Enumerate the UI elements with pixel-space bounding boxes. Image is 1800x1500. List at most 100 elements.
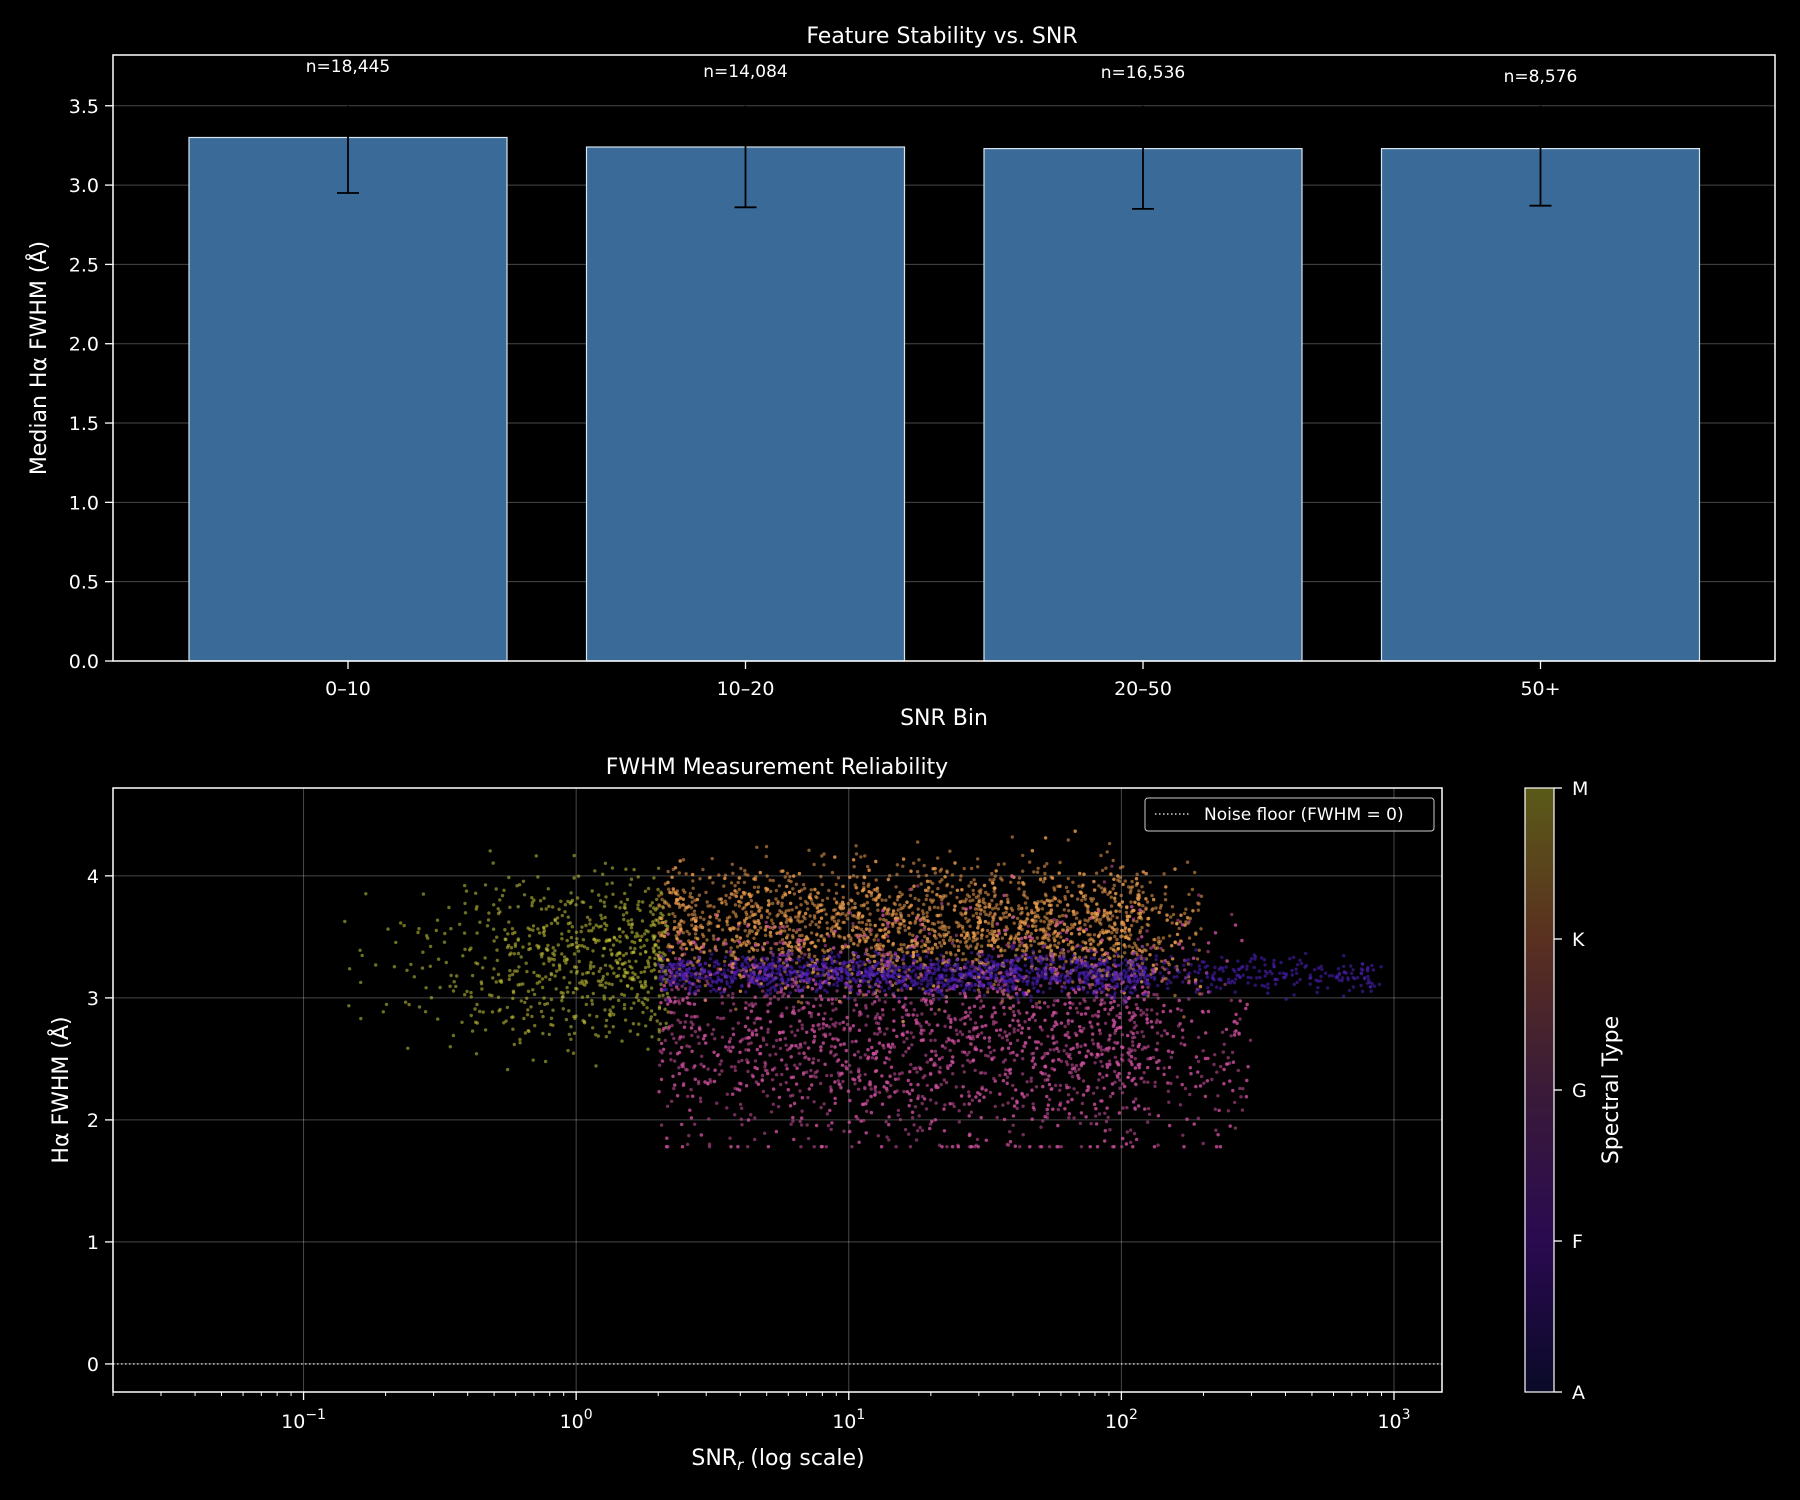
scatter-point-M [574, 940, 579, 945]
scatter-point-K [737, 904, 741, 908]
scatter-point-M [645, 1006, 649, 1010]
scatter-point-M [444, 960, 448, 965]
bar-chart-y-axis-label: Median Hα FWHM (Å) [25, 241, 52, 475]
scatter-point-K [717, 918, 722, 922]
scatter-point-G [769, 1110, 774, 1114]
scatter-point-G [992, 1019, 996, 1024]
scatter-point-K [674, 901, 678, 905]
scatter-point-G [1095, 1086, 1099, 1090]
scatter-point-K [871, 954, 875, 959]
scatter-point-K [1037, 1000, 1042, 1004]
scatter-point-K [850, 899, 854, 903]
scatter-point-K [923, 943, 928, 948]
scatter-point-K [1178, 939, 1183, 943]
scatter-point-K [901, 857, 906, 861]
scatter-point-K [768, 912, 772, 916]
scatter-point-M [359, 980, 363, 985]
scatter-point-G [719, 1059, 724, 1063]
scatter-point-K [1115, 930, 1119, 934]
scatter-point-M [653, 934, 657, 938]
scatter-point-M [628, 1029, 632, 1033]
scatter-point-K [771, 901, 775, 906]
scatter-point-K [807, 952, 811, 956]
scatter-point-G [1039, 1125, 1043, 1129]
scatter-point-G [725, 1092, 729, 1096]
scatter-point-K [874, 934, 878, 939]
scatter-point-K [1104, 866, 1108, 870]
scatter-point-M [604, 1018, 609, 1023]
scatter-point-M [653, 923, 657, 927]
scatter-point-K [991, 936, 995, 940]
scatter-point-K [847, 963, 851, 968]
scatter-point-M [568, 981, 572, 985]
scatter-point-G [910, 1116, 915, 1120]
scatter-point-M [610, 881, 614, 885]
scatter-point-G [1043, 1072, 1048, 1076]
scatter-point-K [886, 939, 891, 943]
scatter-point-K [776, 900, 780, 904]
scatter-point-K [999, 899, 1003, 904]
scatter-point-K [1043, 876, 1047, 881]
scatter-point-G [1052, 1003, 1056, 1007]
scatter-point-G [1077, 1067, 1081, 1072]
scatter-point-K [992, 886, 996, 890]
scatter-point-M [560, 952, 564, 956]
scatter-point-M [490, 993, 494, 998]
scatter-point-G [918, 918, 922, 923]
scatter-point-K [1008, 937, 1012, 941]
scatter-point-M [654, 976, 658, 980]
scatter-point-M [443, 931, 447, 936]
scatter-point-M [503, 928, 507, 932]
scatter-point-K [1193, 870, 1197, 875]
scatter-point-K [1199, 894, 1204, 898]
scatter-point-G [989, 1050, 993, 1055]
scatter-point-K [994, 869, 998, 873]
scatter-point-K [884, 912, 889, 916]
scatter-point-K [1074, 916, 1079, 920]
scatter-point-K [729, 953, 733, 957]
scatter-point-G [1183, 968, 1187, 972]
scatter-point-M [636, 998, 641, 1003]
scatter-point-G [1089, 916, 1093, 920]
scatter-point-G [970, 1098, 975, 1103]
scatter-point-K [788, 940, 792, 945]
scatter-point-M [541, 1014, 545, 1019]
scatter-point-K [1144, 897, 1148, 901]
scatter-point-K [1140, 925, 1144, 930]
scatter-point-M [555, 916, 560, 920]
scatter-point-K [802, 944, 806, 948]
scatter-point-K [861, 993, 866, 997]
scatter-point-K [754, 902, 758, 906]
scatter-point-M [623, 968, 627, 972]
bar-chart-y-ticks: 0.00.51.01.52.02.53.03.5 [69, 96, 113, 673]
scatter-point-K [1113, 934, 1117, 939]
scatter-point-K [765, 887, 770, 891]
scatter-point-K [702, 917, 706, 921]
scatter-point-M [655, 897, 659, 902]
scatter-point-K [992, 877, 996, 882]
bar-y-tick-label: 3.0 [69, 175, 99, 197]
bar [983, 147, 1303, 662]
scatter-point-G [669, 1058, 673, 1062]
scatter-point-G [836, 1079, 840, 1083]
scatter-point-M [636, 906, 640, 911]
scatter-point-K [732, 926, 736, 930]
scatter-point-M [596, 979, 601, 983]
scatter-point-G [1045, 1112, 1050, 1116]
scatter-point-M [631, 1022, 636, 1026]
scatter-point-K [1057, 871, 1061, 875]
scatter-point-M [451, 1033, 456, 1038]
scatter-point-M [549, 1016, 554, 1020]
scatter-point-K [851, 928, 855, 932]
scatter-point-G [1107, 1012, 1111, 1016]
scatter-point-M [435, 918, 440, 922]
scatter-point-G [1063, 1024, 1067, 1029]
scatter-point-K [863, 854, 867, 858]
scatter-point-G [850, 1040, 854, 1044]
scatter-point-K [1061, 939, 1066, 943]
scatter-point-G [821, 1026, 825, 1030]
scatter-point-K [992, 889, 996, 893]
scatter-point-M [561, 1007, 565, 1011]
scatter-point-K [1017, 887, 1021, 891]
scatter-point-G [1147, 1112, 1152, 1117]
